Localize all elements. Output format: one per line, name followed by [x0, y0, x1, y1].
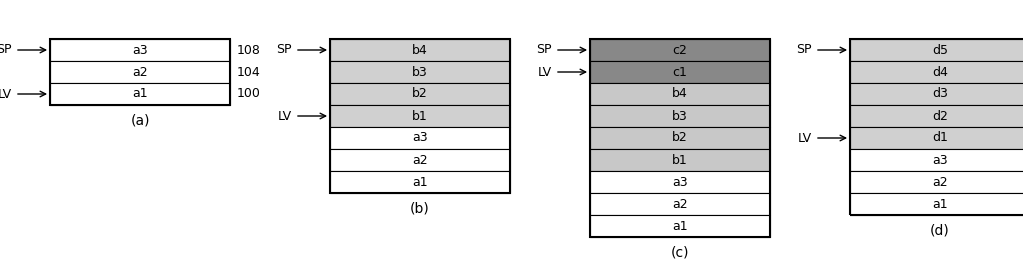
Bar — [50, 83, 230, 105]
Bar — [850, 39, 1023, 61]
Bar — [590, 215, 770, 237]
Bar — [590, 193, 770, 215]
Text: d4: d4 — [932, 65, 948, 79]
Text: d3: d3 — [932, 87, 948, 101]
Bar — [590, 39, 770, 237]
Text: a3: a3 — [412, 132, 428, 144]
Text: SP: SP — [536, 44, 552, 56]
Bar — [330, 83, 510, 105]
Bar — [590, 127, 770, 149]
Text: (d): (d) — [930, 223, 950, 237]
Text: b4: b4 — [412, 44, 428, 56]
Text: (a): (a) — [130, 113, 149, 127]
Text: SP: SP — [276, 44, 292, 56]
Text: LV: LV — [0, 87, 12, 101]
Text: (b): (b) — [410, 201, 430, 215]
Text: b3: b3 — [672, 109, 687, 122]
Bar — [850, 171, 1023, 193]
Bar — [590, 61, 770, 83]
Bar — [590, 149, 770, 171]
Bar — [850, 105, 1023, 127]
Bar — [330, 39, 510, 193]
Text: 100: 100 — [237, 87, 261, 101]
Text: LV: LV — [278, 109, 292, 122]
Text: a2: a2 — [132, 65, 147, 79]
Text: c1: c1 — [672, 65, 687, 79]
Bar — [850, 83, 1023, 105]
Text: 108: 108 — [237, 44, 261, 56]
Text: c2: c2 — [672, 44, 687, 56]
Text: a1: a1 — [932, 197, 948, 211]
Text: (c): (c) — [671, 245, 690, 259]
Bar — [50, 39, 230, 61]
Bar — [330, 127, 510, 149]
Text: LV: LV — [798, 132, 812, 144]
Text: a2: a2 — [932, 175, 948, 189]
Text: d2: d2 — [932, 109, 948, 122]
Bar — [590, 83, 770, 105]
Text: b3: b3 — [412, 65, 428, 79]
Text: a2: a2 — [412, 154, 428, 167]
Bar — [590, 39, 770, 61]
Text: a3: a3 — [932, 154, 948, 167]
Bar — [850, 149, 1023, 171]
Text: d5: d5 — [932, 44, 948, 56]
Text: a1: a1 — [412, 175, 428, 189]
Text: b1: b1 — [672, 154, 687, 167]
Bar — [850, 127, 1023, 149]
Bar — [850, 61, 1023, 83]
Bar — [590, 171, 770, 193]
Text: SP: SP — [0, 44, 12, 56]
Text: a1: a1 — [672, 220, 687, 232]
Bar — [330, 171, 510, 193]
Bar — [330, 149, 510, 171]
Text: d1: d1 — [932, 132, 948, 144]
Text: b1: b1 — [412, 109, 428, 122]
Bar — [50, 39, 230, 105]
Text: a1: a1 — [132, 87, 147, 101]
Bar — [330, 39, 510, 61]
Text: a2: a2 — [672, 197, 687, 211]
Text: LV: LV — [538, 65, 552, 79]
Bar — [590, 105, 770, 127]
Text: a3: a3 — [672, 175, 687, 189]
Bar — [330, 105, 510, 127]
Text: b4: b4 — [672, 87, 687, 101]
Text: b2: b2 — [672, 132, 687, 144]
Text: SP: SP — [797, 44, 812, 56]
Bar — [50, 61, 230, 83]
Text: 104: 104 — [237, 65, 261, 79]
Bar — [850, 193, 1023, 215]
Bar — [850, 39, 1023, 215]
Text: b2: b2 — [412, 87, 428, 101]
Text: a3: a3 — [132, 44, 147, 56]
Bar — [330, 61, 510, 83]
